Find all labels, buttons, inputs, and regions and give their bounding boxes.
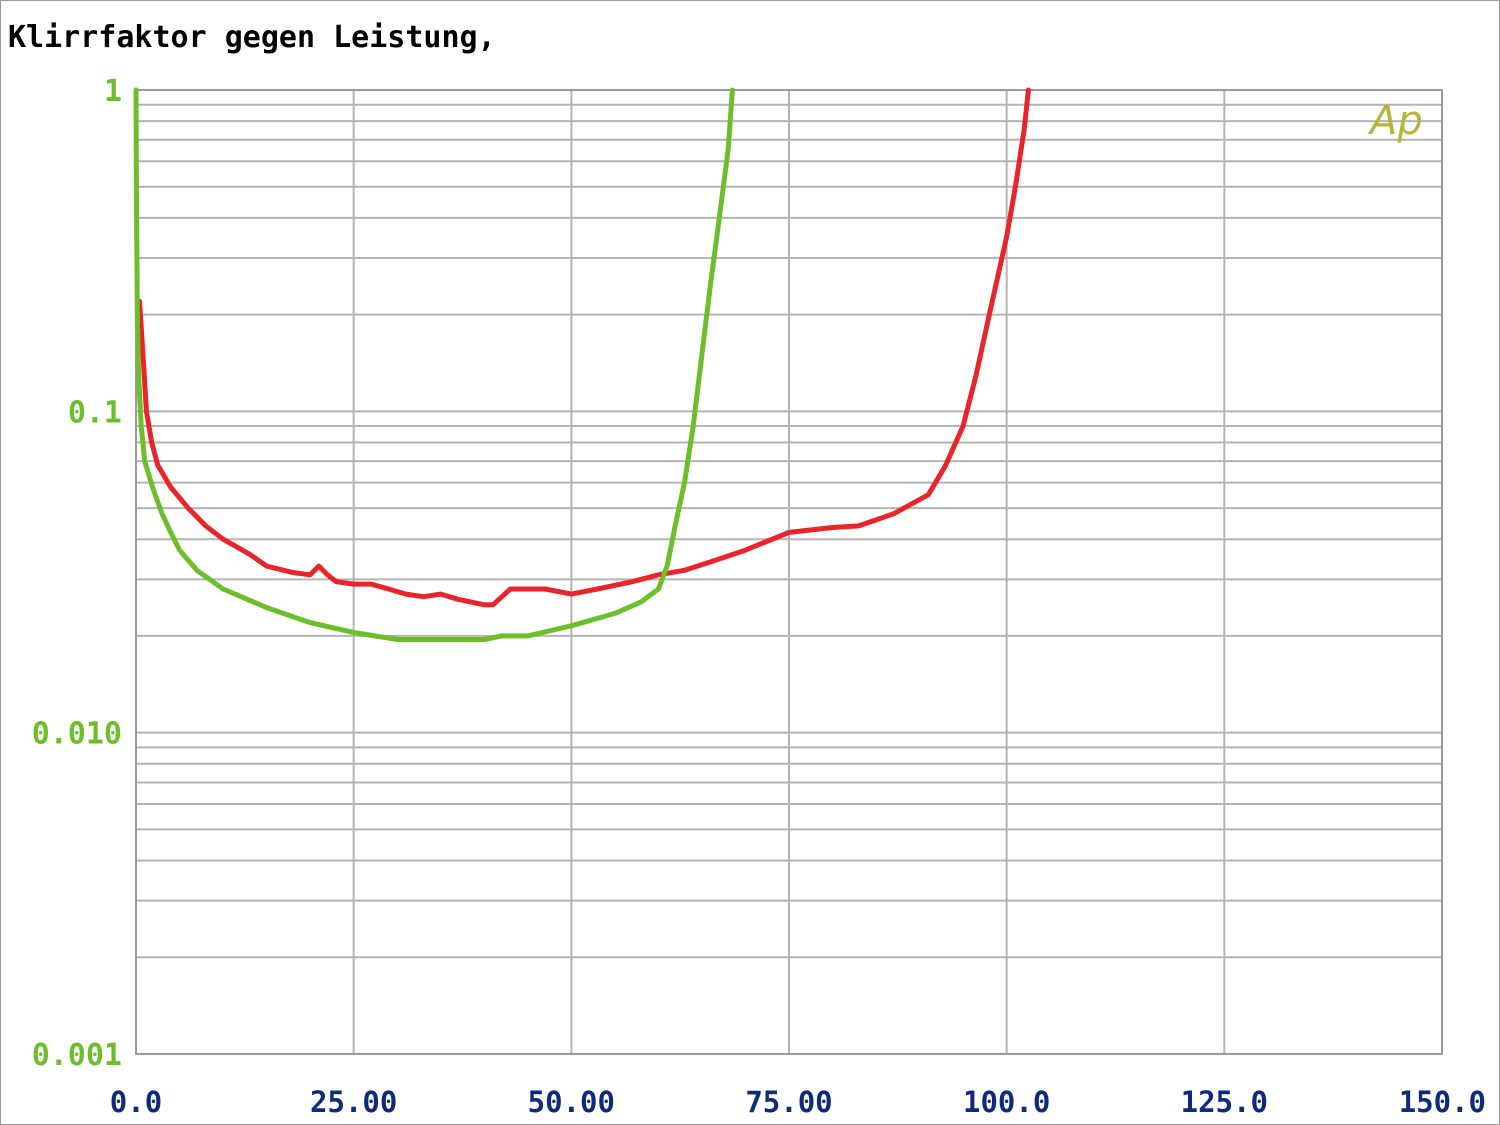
x-tick-label: 75.00 <box>745 1085 832 1119</box>
y-tick-label: 0.010 <box>32 717 122 752</box>
data-series <box>133 87 1031 642</box>
x-tick-label: 50.00 <box>528 1085 615 1119</box>
y-tick-label: 0.1 <box>68 395 122 430</box>
x-tick-label: 100.0 <box>963 1085 1050 1119</box>
x-axis-ticks: 0.0 25.00 50.00 75.00 100.0 125.0 150.0 <box>110 1085 1486 1119</box>
plot-area-border <box>135 89 1443 1055</box>
ap-logo: Ap <box>1367 98 1423 144</box>
x-tick-label: 125.0 <box>1181 1085 1268 1119</box>
y-axis-ticks: 1 0.1 0.010 0.001 <box>32 74 122 1073</box>
x-tick-label: 150.0 <box>1399 1085 1486 1119</box>
chart-title: Klirrfaktor gegen Leistung, <box>8 20 496 55</box>
x-tick-label: 25.00 <box>310 1085 397 1119</box>
grid-lines <box>135 89 1443 1055</box>
y-tick-label: 0.001 <box>32 1038 122 1073</box>
x-tick-label: 0.0 <box>110 1085 162 1119</box>
series-line-1 <box>137 87 1031 608</box>
y-tick-label: 1 <box>104 74 122 109</box>
series-line-2 <box>133 87 735 642</box>
